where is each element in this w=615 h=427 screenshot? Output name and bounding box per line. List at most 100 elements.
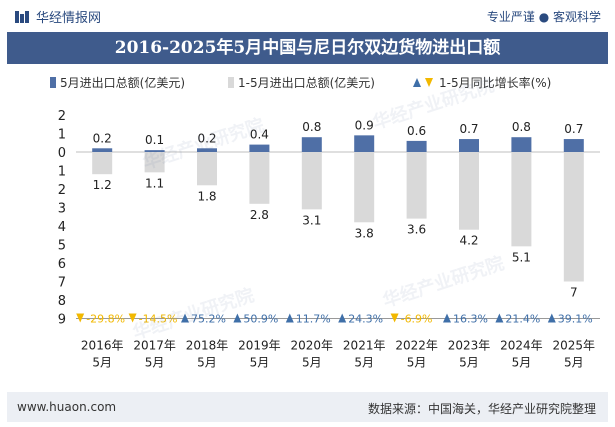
bar-cumulative xyxy=(354,152,375,223)
growth-marker-up xyxy=(443,313,451,323)
chart: 5月进出口总额(亿美元) 1-5月进出口总额(亿美元) 1-5月同比增长率(%)21… xyxy=(50,75,600,370)
x-tick-label: 5月 xyxy=(302,356,322,370)
x-tick-label: 2024年 xyxy=(500,339,543,353)
legend-marker-growth-down xyxy=(425,78,433,87)
bar-cumulative xyxy=(511,152,532,247)
growth-label: -6.9% xyxy=(401,313,433,326)
legend-marker-growth-up xyxy=(413,78,421,87)
y-tick-label: 2 xyxy=(58,183,66,198)
growth-marker-up xyxy=(285,313,294,323)
x-tick-label: 5月 xyxy=(92,356,112,370)
x-tick-label: 2022年 xyxy=(395,339,438,353)
bar-cumulative xyxy=(459,152,479,230)
y-tick-label: 1 xyxy=(58,128,66,143)
x-tick-label: 5月 xyxy=(354,356,374,370)
growth-marker-down xyxy=(390,313,399,323)
data-label-monthly: 0.9 xyxy=(355,118,374,132)
data-label-monthly: 0.4 xyxy=(250,128,269,142)
bar-cumulative xyxy=(92,152,113,175)
growth-label: 75.2% xyxy=(191,313,226,326)
data-label-monthly: 0.7 xyxy=(459,122,478,136)
x-tick-label: 5月 xyxy=(197,356,217,370)
bar-monthly xyxy=(249,144,270,152)
bar-monthly xyxy=(92,148,113,152)
x-tick-label: 2017年 xyxy=(133,339,176,353)
y-tick-label: 2 xyxy=(58,109,66,124)
x-tick-label: 2018年 xyxy=(186,339,229,353)
data-label-cumulative: 1.2 xyxy=(93,178,112,192)
bar-cumulative xyxy=(563,152,584,282)
tagline: 专业严谨 ● 客观科学 xyxy=(486,10,601,24)
legend-swatch-monthly xyxy=(50,77,56,88)
data-label-monthly: 0.7 xyxy=(564,122,583,136)
bar-monthly xyxy=(197,148,217,152)
data-label-cumulative: 3.6 xyxy=(407,223,426,237)
data-label-cumulative: 1.1 xyxy=(145,176,164,190)
y-tick-label: 4 xyxy=(58,220,66,235)
data-label-cumulative: 2.8 xyxy=(250,208,269,222)
data-label-cumulative: 5.1 xyxy=(512,250,531,264)
legend-label-cumulative: 1-5月进出口总额(亿美元) xyxy=(238,75,375,90)
y-tick-label: 6 xyxy=(58,257,66,272)
bar-monthly xyxy=(354,135,375,152)
growth-label: 11.7% xyxy=(296,313,331,326)
brand-logo-icon xyxy=(15,10,29,23)
growth-marker-up xyxy=(181,313,189,323)
growth-marker-up xyxy=(338,313,347,323)
y-tick-label: 5 xyxy=(58,239,66,254)
x-tick-label: 2021年 xyxy=(343,339,386,353)
bar-cumulative xyxy=(144,152,165,173)
growth-label: 21.4% xyxy=(505,313,540,326)
growth-marker-up xyxy=(495,313,504,323)
y-tick-label: 9 xyxy=(58,313,66,328)
data-label-cumulative: 1.8 xyxy=(197,189,216,203)
growth-marker-down xyxy=(128,313,137,323)
y-tick-label: 0 xyxy=(58,146,66,161)
brand-name: 华经情报网 xyxy=(36,11,102,26)
footer: www.huaon.com 数据来源：中国海关，华经产业研究院整理 xyxy=(7,392,608,422)
x-tick-label: 2020年 xyxy=(291,339,334,353)
bar-monthly xyxy=(563,139,584,152)
growth-label: -29.8% xyxy=(86,313,125,326)
bar-cumulative xyxy=(406,152,427,219)
bar-cumulative xyxy=(249,152,270,204)
bar-monthly xyxy=(301,137,322,152)
bar-cumulative xyxy=(197,152,217,186)
growth-label: 50.9% xyxy=(243,313,278,326)
data-label-cumulative: 7 xyxy=(570,286,578,300)
x-tick-label: 5月 xyxy=(250,356,270,370)
x-tick-label: 2023年 xyxy=(448,339,491,353)
growth-label: 39.1% xyxy=(558,313,593,326)
growth-label: 24.3% xyxy=(348,313,383,326)
x-tick-label: 5月 xyxy=(459,356,479,370)
top-bar: 华经情报网 专业严谨 ● 客观科学 xyxy=(0,0,615,32)
x-tick-label: 5月 xyxy=(564,356,584,370)
legend-label-monthly: 5月进出口总额(亿美元) xyxy=(60,75,185,90)
data-label-monthly: 0.1 xyxy=(145,133,164,147)
bar-monthly xyxy=(459,139,479,152)
bar-monthly xyxy=(406,140,427,152)
footer-site: www.huaon.com xyxy=(17,400,117,414)
x-tick-label: 2025年 xyxy=(553,339,596,353)
data-label-cumulative: 3.1 xyxy=(302,213,321,227)
bar-monthly xyxy=(144,150,165,152)
footer-source: 数据来源：中国海关，华经产业研究院整理 xyxy=(367,402,596,416)
y-tick-label: 1 xyxy=(58,165,66,180)
legend-swatch-cumulative xyxy=(228,77,234,88)
chart-title: 2016-2025年5月中国与尼日尔双边货物进出口额 xyxy=(114,38,501,58)
data-label-cumulative: 3.8 xyxy=(355,226,374,240)
legend-label-growth: 1-5月同比增长率(%) xyxy=(439,75,551,90)
x-tick-label: 5月 xyxy=(512,356,532,370)
growth-marker-down xyxy=(76,313,85,323)
y-tick-label: 7 xyxy=(58,276,66,291)
x-tick-label: 2019年 xyxy=(238,339,281,353)
y-tick-label: 8 xyxy=(58,294,66,309)
data-label-monthly: 0.6 xyxy=(407,124,426,138)
data-label-monthly: 0.2 xyxy=(197,131,216,145)
data-label-monthly: 0.8 xyxy=(512,120,531,134)
growth-label: -14.5% xyxy=(139,313,178,326)
data-label-monthly: 0.8 xyxy=(302,120,321,134)
x-tick-label: 5月 xyxy=(145,356,165,370)
bar-monthly xyxy=(511,137,532,152)
